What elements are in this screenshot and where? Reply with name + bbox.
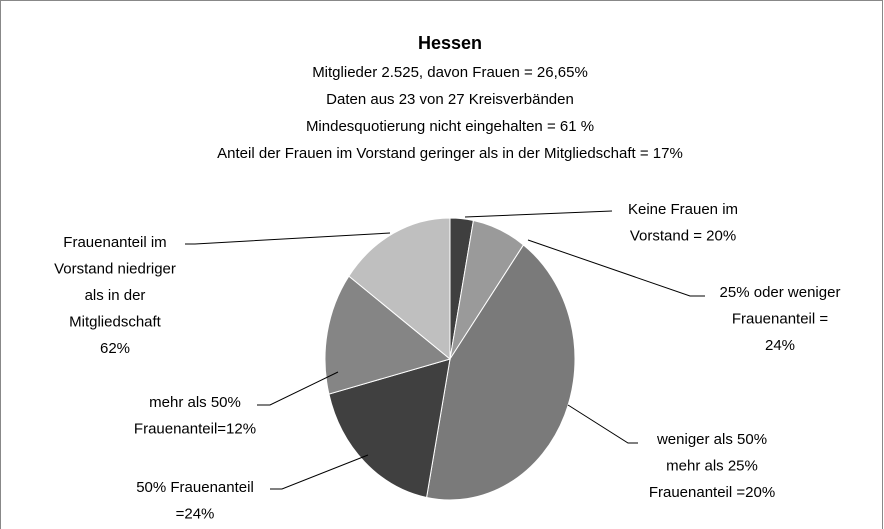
slice-label: mehr als 25% — [666, 457, 758, 474]
slice-label: 50% Frauenanteil — [136, 479, 254, 496]
leader-line — [527, 239, 705, 297]
leader-line — [257, 371, 339, 406]
slice-label: als in der — [85, 287, 146, 304]
pie-slice — [426, 244, 576, 501]
leader-line — [185, 232, 391, 245]
slice-label: 25% oder weniger — [720, 284, 841, 301]
slice-label: Vorstand niedriger — [54, 260, 176, 277]
slice-label: =24% — [176, 505, 215, 522]
leader-line — [464, 210, 613, 218]
slice-label: Vorstand = 20% — [630, 227, 736, 244]
slice-label: Frauenanteil = — [732, 310, 829, 327]
subtitle: Daten aus 23 von 27 Kreisverbänden — [326, 91, 574, 108]
chart-title: Hessen — [418, 33, 482, 53]
subtitle: Mitglieder 2.525, davon Frauen = 26,65% — [312, 64, 588, 81]
leader-line — [270, 454, 369, 490]
leader-line — [567, 404, 638, 444]
slice-label: Mitgliedschaft — [69, 313, 162, 330]
pie-slice — [348, 217, 451, 361]
subtitle: Anteil der Frauen im Vorstand geringer a… — [217, 145, 683, 162]
slice-label: Keine Frauen im — [628, 201, 738, 218]
subtitle: Mindesquotierung nicht eingehalten = 61 … — [306, 118, 594, 135]
slice-label: weniger als 50% — [656, 431, 767, 448]
labels — [185, 210, 705, 490]
pie-slice — [324, 275, 452, 395]
slice-label: Frauenanteil=12% — [134, 420, 256, 437]
slice-label: mehr als 50% — [149, 394, 241, 411]
slice-label: 62% — [100, 340, 130, 357]
slice-label: Frauenanteil im — [63, 234, 166, 251]
slice-label: 24% — [765, 337, 795, 354]
pie-slice — [328, 358, 451, 499]
slice-label: Frauenanteil =20% — [649, 484, 775, 501]
